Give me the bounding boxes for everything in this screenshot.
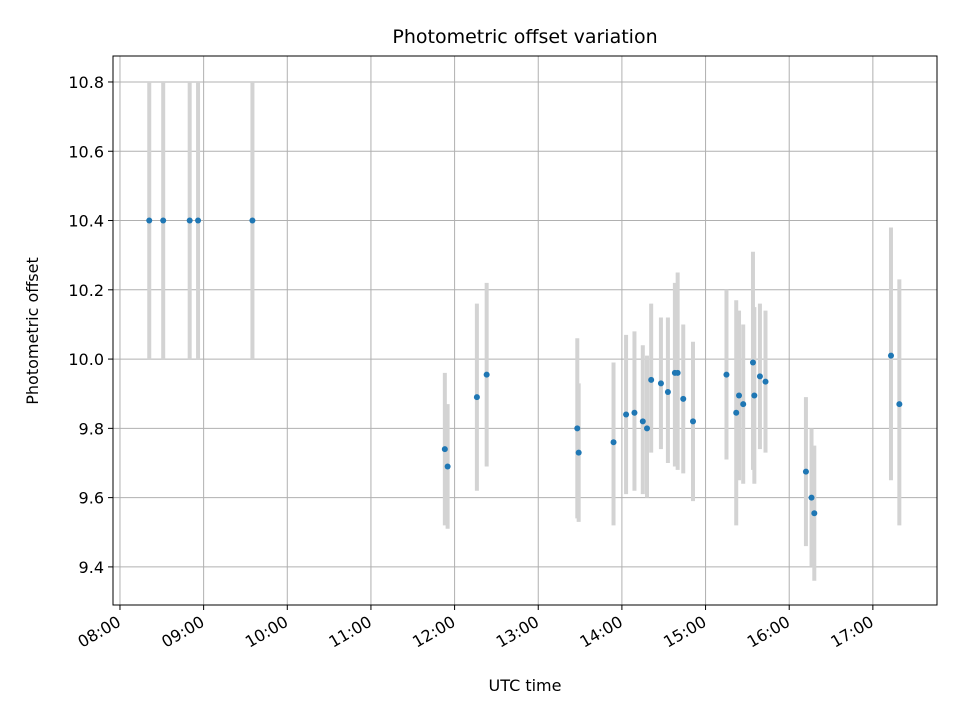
data-point [674, 369, 681, 376]
data-point [639, 418, 646, 425]
data-point [643, 425, 650, 432]
data-point [186, 217, 193, 224]
data-point [808, 494, 815, 501]
y-tick-label: 10.2 [68, 281, 104, 300]
data-point [811, 510, 818, 517]
grid-lines [113, 56, 937, 605]
y-tick-label: 10.0 [68, 350, 104, 369]
chart-title: Photometric offset variation [392, 26, 657, 48]
data-point [733, 409, 740, 416]
data-point [575, 449, 582, 456]
data-point [249, 217, 256, 224]
data-point [680, 395, 687, 402]
data-point [146, 217, 153, 224]
data-point [690, 418, 697, 425]
data-point [762, 378, 769, 385]
data-point [657, 380, 664, 387]
y-axis-ticks: 9.4 9.6 9.8 10.0 10.2 10.4 10.6 10.8 [68, 73, 113, 577]
data-point [751, 392, 758, 399]
data-point [664, 388, 671, 395]
data-point [723, 371, 730, 378]
data-point [483, 371, 490, 378]
data-point [740, 401, 747, 408]
data-points [146, 217, 903, 517]
data-point [473, 394, 480, 401]
data-point [610, 439, 617, 446]
y-tick-label: 10.4 [68, 212, 104, 231]
data-point [444, 463, 451, 470]
x-axis-label: UTC time [489, 676, 562, 695]
y-tick-label: 9.4 [79, 558, 104, 577]
data-point [802, 468, 809, 475]
data-point [195, 217, 202, 224]
data-point [441, 446, 448, 453]
data-point [648, 376, 655, 383]
data-point [749, 359, 756, 366]
data-point [896, 401, 903, 408]
data-point [623, 411, 630, 418]
data-point [736, 392, 743, 399]
plot-frame [112, 55, 938, 606]
y-tick-label: 9.8 [79, 419, 104, 438]
data-point [574, 425, 581, 432]
y-tick-label: 10.6 [68, 142, 104, 161]
data-point [631, 409, 638, 416]
y-tick-label: 9.6 [79, 489, 104, 508]
data-point [160, 217, 167, 224]
y-axis-label: Photometric offset [23, 257, 42, 405]
data-point [756, 373, 763, 380]
y-tick-label: 10.8 [68, 73, 104, 92]
data-point [887, 352, 894, 359]
